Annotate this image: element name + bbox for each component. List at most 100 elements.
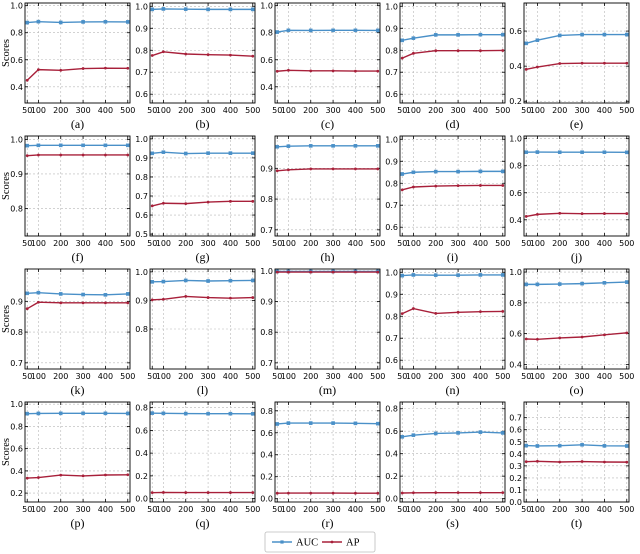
x-tick-label: 500 <box>619 505 634 514</box>
data-point-ap <box>400 56 404 60</box>
data-point-ap <box>287 270 290 274</box>
x-tick-label: 50 <box>397 372 407 381</box>
data-point-ap <box>412 51 415 55</box>
data-point-ap <box>536 212 539 216</box>
x-tick-label: 50 <box>147 239 157 248</box>
data-point-auc <box>624 280 629 284</box>
x-tick-label: 300 <box>450 505 465 514</box>
x-tick-label: 300 <box>75 372 90 381</box>
series-line-auc <box>27 20 128 24</box>
data-point-ap <box>229 53 232 57</box>
data-point-auc <box>250 7 255 12</box>
data-point-auc <box>535 150 540 154</box>
y-tick-label: 0.8 <box>260 407 273 416</box>
x-tick-label: 300 <box>450 372 465 381</box>
x-tick-label: 50 <box>22 505 32 514</box>
data-point-auc <box>557 150 562 155</box>
data-point-ap <box>603 460 606 464</box>
y-tick-label: 1.0 <box>135 2 148 11</box>
x-tick-label: 100 <box>156 505 171 514</box>
data-point-ap <box>37 300 40 304</box>
data-point-ap <box>37 476 40 479</box>
x-tick-label: 200 <box>552 239 567 248</box>
x-tick-label: 500 <box>370 239 385 248</box>
y-tick-label: 0.6 <box>10 445 23 454</box>
x-tick-label: 50 <box>397 239 407 248</box>
data-point-ap <box>229 296 232 300</box>
y-tick-label: 1.0 <box>260 2 273 11</box>
data-point-ap <box>309 270 313 274</box>
data-point-ap <box>25 307 29 311</box>
x-tick-label: 100 <box>31 505 46 514</box>
y-axis-label: Scores <box>1 39 12 67</box>
legend: AUC AP <box>264 531 376 553</box>
y-tick-label: 0.8 <box>509 162 522 171</box>
x-tick-label: 300 <box>574 372 589 381</box>
data-point-ap <box>206 200 210 204</box>
y-tick-label: 0.6 <box>135 426 148 435</box>
y-tick-label: 0.2 <box>385 472 398 481</box>
data-point-auc <box>103 19 108 24</box>
axes-frame <box>149 268 256 370</box>
data-point-ap <box>354 270 357 274</box>
data-point-ap <box>354 491 357 495</box>
panel-caption: (e) <box>570 117 583 131</box>
y-tick-label: 0.8 <box>260 29 273 38</box>
data-point-ap <box>126 66 130 70</box>
y-tick-label: 0.2 <box>135 472 148 481</box>
x-tick-label: 500 <box>370 505 385 514</box>
data-point-ap <box>287 491 290 495</box>
y-tick-label: 0.6 <box>509 27 522 36</box>
data-point-ap <box>354 69 357 73</box>
data-point-auc <box>25 411 30 416</box>
series-line-ap <box>27 154 128 157</box>
x-tick-label: 300 <box>325 372 340 381</box>
x-tick-label: 50 <box>272 372 282 381</box>
x-tick-label: 200 <box>428 372 443 381</box>
y-tick-label: 0.6 <box>260 429 273 438</box>
data-point-ap <box>536 65 539 69</box>
y-tick-label: 0.8 <box>10 204 23 213</box>
data-point-ap <box>81 301 85 305</box>
x-tick-label: 400 <box>597 372 612 381</box>
y-tick-label: 0.6 <box>135 90 148 99</box>
data-point-ap <box>162 201 165 205</box>
data-point-ap <box>81 474 85 478</box>
x-tick-label: 200 <box>53 372 68 381</box>
data-point-auc <box>275 30 280 34</box>
x-tick-label: 300 <box>200 106 215 115</box>
x-tick-label: 300 <box>325 106 340 115</box>
data-point-ap <box>479 49 482 53</box>
x-tick-label: 300 <box>450 239 465 248</box>
y-tick-label: 0.6 <box>10 56 23 65</box>
data-point-auc <box>400 172 405 176</box>
data-point-auc <box>150 280 155 284</box>
x-tick-label: 300 <box>574 106 589 115</box>
panel-caption: (k) <box>71 383 85 397</box>
data-point-auc <box>36 143 41 148</box>
y-tick-label: 0.8 <box>260 195 273 204</box>
data-point-auc <box>58 292 63 296</box>
x-tick-label: 400 <box>348 372 363 381</box>
data-point-ap <box>580 61 584 65</box>
y-tick-label: 0.5 <box>135 230 148 239</box>
y-tick-label: 0.9 <box>385 290 398 299</box>
series-line-ap <box>152 200 253 207</box>
series-line-ap <box>526 332 627 341</box>
data-point-ap <box>81 67 85 70</box>
data-point-ap <box>229 491 232 494</box>
y-tick-label: 0.7 <box>509 414 522 423</box>
axes-frame <box>274 135 381 237</box>
x-tick-label: 200 <box>303 239 318 248</box>
y-tick-label: 0.9 <box>385 157 398 166</box>
data-point-auc <box>286 144 291 148</box>
data-point-ap <box>275 491 279 495</box>
x-tick-label: 400 <box>223 106 238 115</box>
y-tick-label: 0.7 <box>135 68 148 77</box>
data-point-ap <box>229 199 232 203</box>
data-point-auc <box>500 273 505 277</box>
data-point-auc <box>400 38 405 43</box>
data-point-ap <box>580 212 584 216</box>
